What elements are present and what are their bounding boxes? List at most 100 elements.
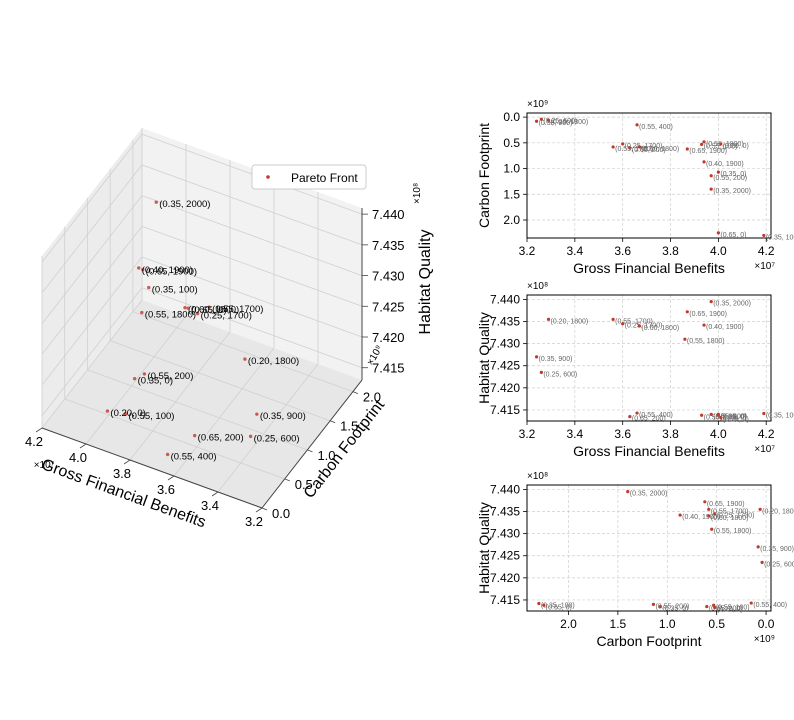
point-label: (0.25, 1700) <box>201 311 252 322</box>
data-point <box>186 306 190 310</box>
data-point <box>756 545 760 549</box>
y-tick-label: 1.0 <box>317 448 335 463</box>
point-label: (0.25, 600) <box>254 433 300 444</box>
x-tick-label: 1.0 <box>659 617 676 631</box>
point-label: (0.20, 1800) <box>248 356 299 367</box>
data-point <box>719 415 723 420</box>
grid-line <box>87 369 308 451</box>
data-point <box>713 605 717 610</box>
data-point <box>719 142 723 146</box>
data-point <box>534 355 539 359</box>
point-label: (0.25, 600) <box>764 561 794 568</box>
z-tick-label: 7.430 <box>372 269 405 284</box>
y-tick <box>352 391 359 395</box>
y-tick-label: 1.5 <box>340 419 358 434</box>
point-label: (0.40, 1900) <box>706 161 744 168</box>
point-label: (0.60, 1800) <box>188 305 239 316</box>
data-point <box>534 119 539 123</box>
y-axis-label: Habitat Quality <box>476 502 492 594</box>
data-point <box>651 602 656 606</box>
y-tick-label: 7.425 <box>490 549 520 563</box>
x-tick <box>79 443 87 449</box>
pane-floor <box>42 300 362 508</box>
data-point <box>123 412 128 416</box>
point-label: (0.55, 1700) <box>711 508 749 515</box>
grid-line <box>132 311 354 393</box>
data-point <box>758 507 762 511</box>
point-label: (0.35, 0) <box>138 376 173 387</box>
data-point <box>628 414 632 419</box>
x-tick <box>123 459 131 465</box>
point-label: (0.55, 400) <box>639 412 673 419</box>
y-exponent: ×10⁸ <box>527 471 548 482</box>
point-label: (0.35, 0) <box>720 171 746 178</box>
grid-line <box>141 195 363 276</box>
x-axis-line <box>41 427 263 509</box>
data-point <box>700 413 704 417</box>
point-label: (0.55, 100) <box>716 604 750 611</box>
data-point <box>243 357 247 361</box>
point-label: (0.55, 200) <box>713 175 747 182</box>
x-tick-label: 4.2 <box>758 244 775 258</box>
chart-2d-2: 2.0 1.5 1.0 0.5 0.0 7.415 7.420 7.425 7.430 7.435… <box>476 471 794 649</box>
data-point <box>207 305 211 309</box>
legend-marker <box>266 175 270 179</box>
y-tick-label: 7.425 <box>490 359 520 373</box>
y-tick-label: 7.440 <box>490 292 520 306</box>
x-tick-label: 2.0 <box>560 617 577 631</box>
x-tick-label: 3.4 <box>566 244 583 258</box>
grid-line <box>141 256 363 338</box>
data-point <box>132 376 137 381</box>
data-point <box>703 500 707 504</box>
point-label: (0.35, 2000) <box>713 188 751 195</box>
point-label: (0.55, 1700) <box>212 304 263 315</box>
point-label: (0.35, 900) <box>539 120 573 127</box>
x-tick <box>35 427 43 433</box>
point-label: (0.25, 600) <box>543 371 577 378</box>
x-tick-label: 4.0 <box>69 450 87 465</box>
legend-box <box>251 164 367 190</box>
data-point <box>707 507 711 511</box>
point-label: (0.55, 200) <box>655 603 689 610</box>
z-tick-label: 7.440 <box>372 207 405 222</box>
data-point <box>709 174 713 178</box>
y-tick-label: 7.420 <box>490 571 520 585</box>
y-tick <box>330 420 336 424</box>
x-tick-label: 4.0 <box>710 244 727 258</box>
data-point <box>539 370 543 374</box>
point-label: (0.35, 0) <box>720 413 746 420</box>
data-point <box>685 147 689 151</box>
x-tick-label: 3.2 <box>519 427 536 441</box>
y-axis-label: Carbon Footprint <box>476 123 492 228</box>
point-label: (0.35, 100) <box>766 234 794 241</box>
y-tick-label: 2.0 <box>363 390 381 405</box>
grid-line <box>41 256 143 386</box>
x-tick-label: 1.5 <box>610 617 627 631</box>
point-label: (0.65, 0) <box>546 604 572 611</box>
point-label: (0.65, 200) <box>632 416 666 423</box>
data-point <box>713 512 717 516</box>
x-tick-label: 3.8 <box>113 466 131 481</box>
grid-line <box>41 299 143 429</box>
data-point <box>716 170 720 174</box>
data-point <box>702 323 706 327</box>
legend: Pareto Front <box>251 164 367 190</box>
x-tick <box>167 475 175 481</box>
z-tick-label: 7.435 <box>372 238 405 253</box>
y-tick-label: 0.5 <box>503 136 520 150</box>
data-point <box>716 231 720 235</box>
x-tick-label: 4.0 <box>710 427 727 441</box>
point-label: (0.40, 1900) <box>682 514 720 521</box>
y-tick <box>307 449 313 453</box>
point-label: (0.55, 1800) <box>145 310 196 321</box>
grid-line <box>129 331 231 461</box>
grid-line <box>141 164 363 246</box>
z-tick-label: 7.415 <box>372 361 405 376</box>
data-point <box>546 118 551 122</box>
data-point <box>749 601 753 605</box>
grid-line <box>217 363 319 493</box>
data-point <box>140 310 144 315</box>
data-point <box>154 200 158 204</box>
point-label: (0.65, 0) <box>720 232 746 239</box>
data-point <box>637 145 642 149</box>
